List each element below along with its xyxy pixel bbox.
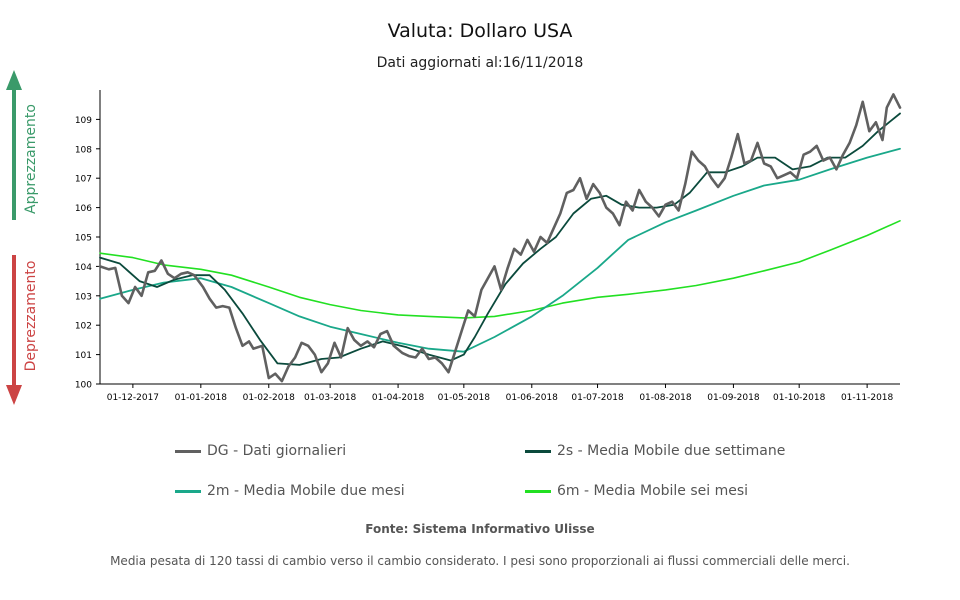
y-tick-label: 107	[75, 175, 92, 185]
side-arrows: Apprezzamento Deprezzamento	[6, 70, 39, 405]
appreciation-arrow-icon	[6, 70, 22, 90]
y-tick-label: 103	[75, 292, 92, 302]
legend-label-dg: DG - Dati giornalieri	[207, 443, 347, 459]
appreciation-label: Apprezzamento	[23, 104, 39, 214]
y-tick-label: 108	[75, 145, 92, 155]
legend-label-6m: 6m - Media Mobile sei mesi	[557, 483, 749, 499]
x-tick-label: 01-02-2018	[243, 393, 296, 403]
x-tick-label: 01-05-2018	[438, 393, 491, 403]
series-line-m2	[99, 147, 901, 353]
x-tick-label: 01-07-2018	[571, 393, 624, 403]
source-note: Fonte: Sistema Informativo Ulisse	[365, 522, 595, 536]
depreciation-label: Deprezzamento	[23, 261, 39, 372]
legend-swatch-dg	[175, 449, 201, 453]
chart-subtitle: Dati aggiornati al:16/11/2018	[376, 55, 584, 71]
x-tick-label: 01-08-2018	[639, 393, 692, 403]
legend-label-2s: 2s - Media Mobile due settimane	[557, 443, 786, 459]
series-line-dg	[98, 93, 902, 383]
legend-swatch-6m	[525, 489, 551, 493]
x-tick-label: 01-01-2018	[175, 393, 228, 403]
chart-title: Valuta: Dollaro USA	[387, 20, 573, 42]
legend-label-2m: 2m - Media Mobile due mesi	[207, 483, 405, 499]
y-tick-label: 104	[75, 263, 92, 273]
y-tick-label: 102	[75, 322, 92, 332]
y-tick-label: 100	[75, 381, 92, 391]
x-tick-label: 01-03-2018	[304, 393, 357, 403]
depreciation-arrow-icon	[6, 385, 22, 405]
line-chart: Apprezzamento Deprezzamento 100 101 102 103…	[6, 70, 902, 405]
depreciation-arrow-shaft	[12, 255, 16, 387]
x-tick-label: 01-09-2018	[707, 393, 760, 403]
series-line-s2	[99, 112, 901, 366]
y-tick-label: 109	[75, 116, 92, 126]
legend-item-2m: 2m - Media Mobile due mesi	[175, 483, 405, 499]
legend-item-6m: 6m - Media Mobile sei mesi	[525, 483, 748, 499]
footnote: Media pesata di 120 tassi di cambio vers…	[110, 554, 850, 568]
legend-swatch-2s	[525, 449, 551, 453]
x-tick-label: 01-06-2018	[506, 393, 559, 403]
y-tick-label: 101	[75, 351, 92, 361]
y-tick-label: 106	[75, 204, 92, 214]
x-tick-label: 01-12-2017	[107, 393, 159, 403]
x-tick-label: 01-11-2018	[841, 393, 894, 403]
y-tick-label: 105	[75, 234, 92, 244]
legend-item-2s: 2s - Media Mobile due settimane	[525, 443, 785, 459]
appreciation-arrow-shaft	[12, 88, 16, 220]
axes: 100 101 102 103 104 105 106 107 108 109 01-12-2017…	[75, 90, 900, 403]
x-tick-label: 01-10-2018	[773, 393, 826, 403]
legend-swatch-2m	[175, 489, 201, 493]
x-tick-label: 01-04-2018	[372, 393, 425, 403]
series-lines	[98, 93, 902, 383]
series-line-m6	[99, 220, 901, 319]
legend-item-dg: DG - Dati giornalieri	[175, 443, 346, 459]
